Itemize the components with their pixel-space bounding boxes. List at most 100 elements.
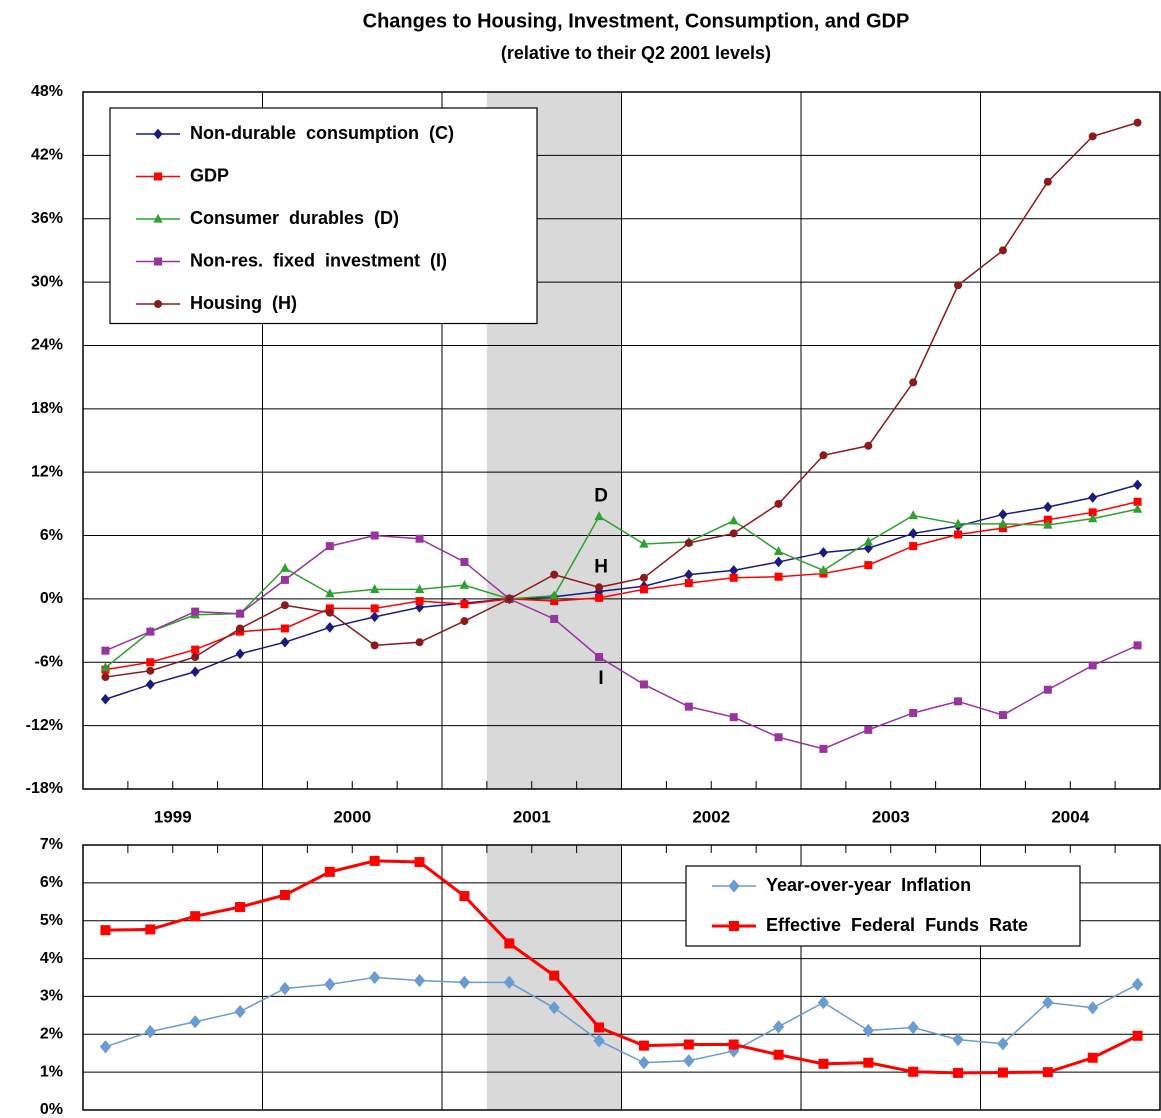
y-tick-label: 30% xyxy=(31,273,63,290)
y-tick-label: 18% xyxy=(31,400,63,417)
data-point xyxy=(954,530,963,539)
legend-box xyxy=(685,865,1081,947)
data-point xyxy=(100,662,111,672)
data-point xyxy=(864,725,873,734)
legend-marker xyxy=(728,879,740,893)
data-point xyxy=(728,1039,739,1050)
series-line xyxy=(105,121,1138,678)
data-point xyxy=(505,594,514,603)
y-tick-label: -12% xyxy=(26,717,63,734)
data-point xyxy=(235,648,245,660)
legend-marker xyxy=(154,257,162,266)
data-point xyxy=(774,499,783,508)
series-line xyxy=(104,508,1138,669)
y-tick-label: 24% xyxy=(31,337,63,354)
data-point xyxy=(1087,1001,1099,1015)
legend-marker xyxy=(154,300,162,308)
data-point xyxy=(954,281,963,290)
data-point xyxy=(729,515,739,525)
data-point xyxy=(549,590,559,600)
data-point xyxy=(460,617,469,626)
chart-subtitle: (relative to their Q2 2001 levels) xyxy=(501,43,771,63)
series xyxy=(100,855,1143,1078)
data-point xyxy=(280,624,289,633)
y-tick-label: 48% xyxy=(31,83,63,100)
data-point xyxy=(146,666,155,675)
data-point xyxy=(817,995,830,1010)
data-point xyxy=(729,573,738,582)
data-point xyxy=(235,902,246,913)
legend-label: Effective Federal Funds Rate xyxy=(766,915,1028,935)
data-point xyxy=(998,711,1007,720)
data-point xyxy=(818,1058,829,1069)
data-point xyxy=(1087,1052,1098,1063)
legend-label: Non-durable consumption (C) xyxy=(190,123,454,143)
data-point xyxy=(191,607,200,616)
data-point xyxy=(595,652,604,661)
legend-marker xyxy=(154,172,162,181)
data-point xyxy=(415,602,425,613)
data-point xyxy=(145,679,155,690)
annotation: I xyxy=(598,668,603,689)
data-point xyxy=(1043,685,1052,694)
legend-label: Consumer durables (D) xyxy=(190,208,399,228)
series-line xyxy=(105,976,1138,1064)
data-point xyxy=(370,641,379,650)
data-point xyxy=(819,744,828,753)
data-point xyxy=(774,556,784,568)
data-point xyxy=(191,652,200,661)
plot-frame xyxy=(82,844,1161,1111)
y-tick-label: 3% xyxy=(40,988,63,1005)
y-tick-label: 5% xyxy=(40,912,63,929)
data-point xyxy=(1132,503,1143,513)
data-point xyxy=(594,1022,605,1033)
data-point xyxy=(819,451,828,460)
data-point xyxy=(863,1057,874,1068)
series xyxy=(101,118,1142,682)
data-point xyxy=(863,542,873,554)
data-point xyxy=(190,911,201,922)
data-point xyxy=(101,646,110,655)
data-point xyxy=(684,702,693,711)
x-tick-label: 1999 xyxy=(154,807,192,826)
x-tick-label: 2002 xyxy=(692,807,730,826)
data-point xyxy=(772,1020,785,1034)
chart-title: Changes to Housing, Investment, Consumpt… xyxy=(363,10,910,32)
series-line xyxy=(105,534,1138,750)
data-point xyxy=(1088,492,1098,503)
data-point xyxy=(549,970,560,981)
data-point xyxy=(414,584,425,594)
data-point xyxy=(370,604,379,613)
data-point xyxy=(369,855,380,866)
legend-label: Year-over-year Inflation xyxy=(766,875,971,895)
x-tick-label: 2003 xyxy=(872,807,910,826)
data-point xyxy=(997,1037,1009,1051)
data-point xyxy=(324,977,336,991)
data-point xyxy=(909,708,918,717)
data-point xyxy=(953,1067,964,1078)
data-point xyxy=(638,1056,650,1070)
data-point xyxy=(144,1025,156,1039)
data-point xyxy=(774,733,783,742)
data-point xyxy=(415,597,424,606)
data-point xyxy=(595,583,604,592)
data-point xyxy=(683,1039,694,1050)
data-point xyxy=(370,611,380,623)
y-tick-label: 36% xyxy=(31,210,63,227)
data-point xyxy=(864,441,873,450)
data-point xyxy=(818,547,828,558)
annotation: H xyxy=(594,556,608,577)
legend-marker xyxy=(153,128,163,140)
data-point xyxy=(595,593,604,602)
data-point xyxy=(370,531,379,540)
data-point xyxy=(729,529,738,538)
data-point xyxy=(1043,519,1053,529)
series-line xyxy=(105,501,1138,671)
series-line xyxy=(105,859,1139,1075)
data-point xyxy=(908,1066,919,1077)
data-point xyxy=(414,857,425,868)
data-point xyxy=(413,973,426,988)
plot-frame xyxy=(82,91,1161,790)
data-point xyxy=(774,572,783,581)
data-point xyxy=(280,575,289,584)
